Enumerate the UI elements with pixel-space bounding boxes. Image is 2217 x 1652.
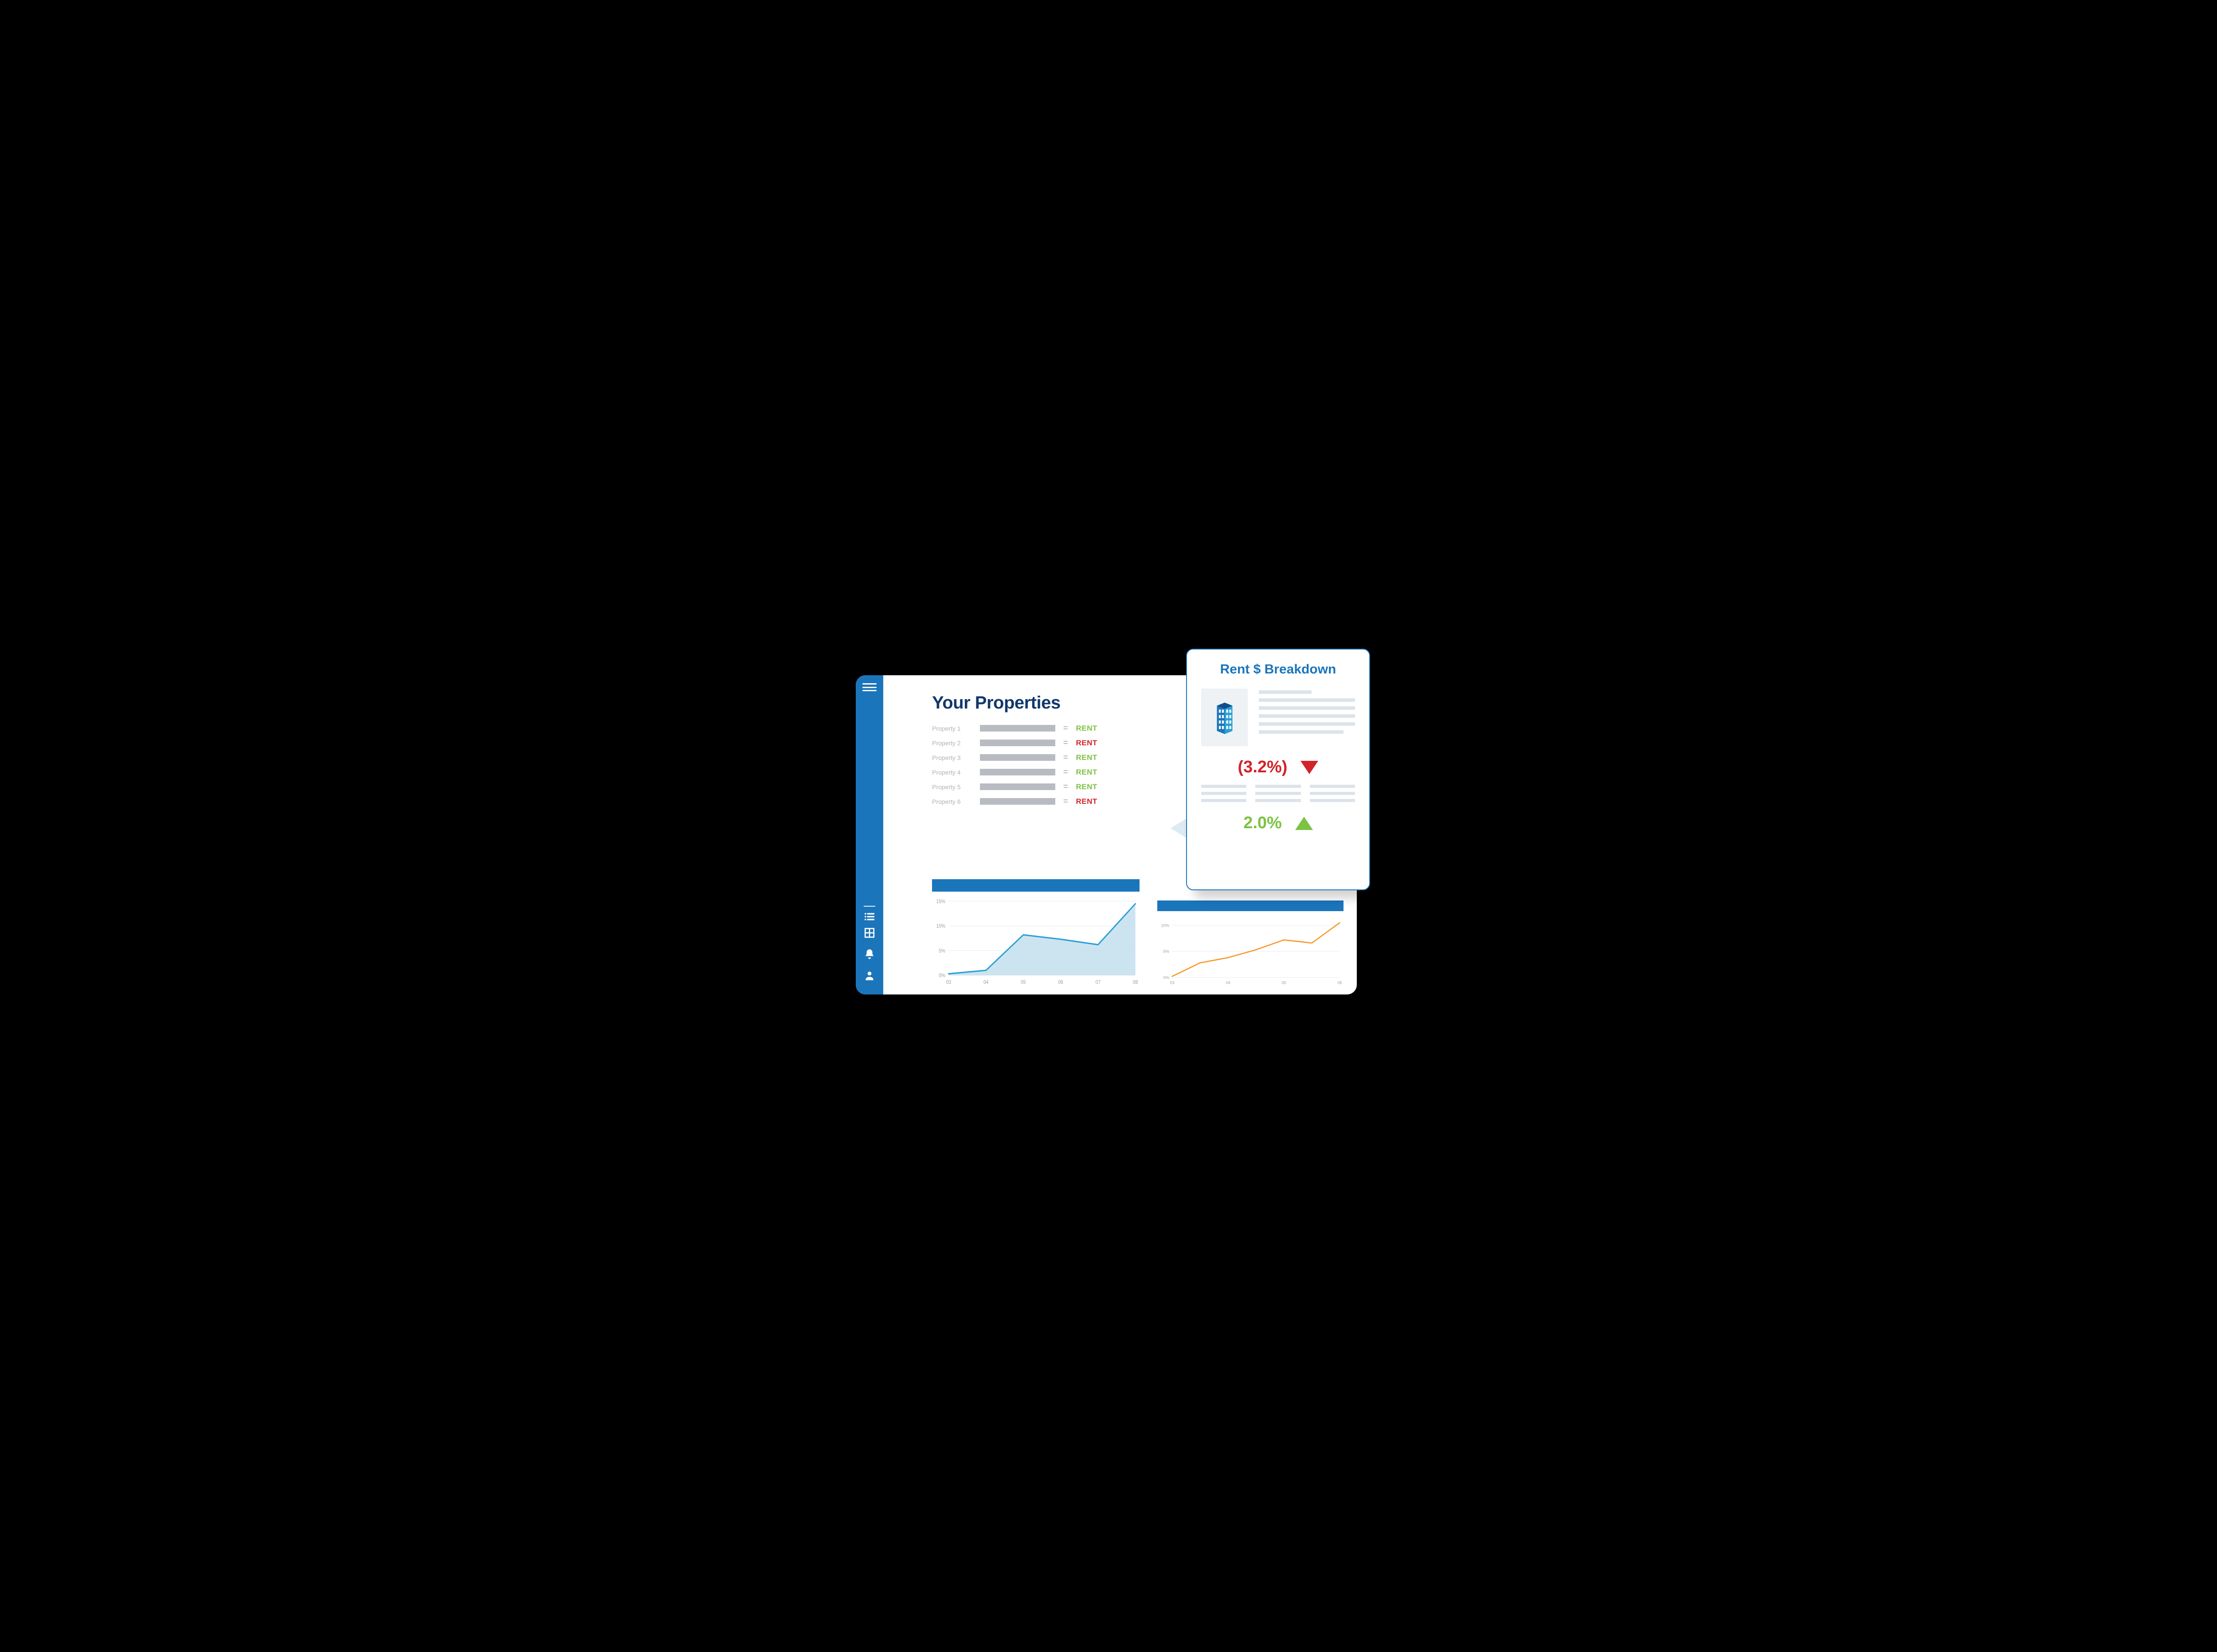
placeholder-line xyxy=(1259,714,1355,718)
placeholder-line xyxy=(1255,792,1300,795)
sidebar xyxy=(856,675,883,994)
chart-1-body: 0% 5% 10% 15% 03 04 05 06 07 08 xyxy=(932,892,1140,986)
placeholder-line xyxy=(1201,785,1246,788)
equals-icon: = xyxy=(1063,782,1068,791)
property-label: Property 3 xyxy=(932,754,972,761)
placeholder-line xyxy=(1259,706,1355,710)
property-rent-value: RENT xyxy=(1076,753,1097,762)
rent-breakdown-card: Rent $ Breakdown xyxy=(1186,649,1370,890)
chart-1: 0% 5% 10% 15% 03 04 05 06 07 08 xyxy=(932,879,1140,986)
equals-icon: = xyxy=(1063,738,1068,748)
svg-text:05: 05 xyxy=(1021,979,1026,985)
svg-text:10%: 10% xyxy=(1161,923,1169,928)
breakdown-col xyxy=(1310,785,1355,802)
equals-icon: = xyxy=(1063,767,1068,777)
placeholder-line xyxy=(1201,799,1246,802)
equals-icon: = xyxy=(1063,724,1068,733)
placeholder-line xyxy=(1259,698,1355,702)
user-icon[interactable] xyxy=(864,970,875,981)
metric-2-value: 2.0% xyxy=(1243,814,1282,833)
breakdown-metric-2: 2.0% xyxy=(1201,814,1355,833)
chart-2-header xyxy=(1157,900,1344,911)
list-icon[interactable] xyxy=(864,906,875,917)
chart-2-body: 0% 5% 10% 03 04 05 06 xyxy=(1157,911,1344,986)
breakdown-columns xyxy=(1201,785,1355,802)
property-rent-value: RENT xyxy=(1076,724,1097,733)
property-rent-value: RENT xyxy=(1076,739,1097,748)
property-bar xyxy=(980,769,1055,775)
sidebar-bottom xyxy=(864,906,875,981)
chart-1-header xyxy=(932,879,1140,892)
property-label: Property 1 xyxy=(932,725,972,732)
svg-text:07: 07 xyxy=(1096,979,1101,985)
svg-text:05: 05 xyxy=(1281,981,1286,985)
property-bar xyxy=(980,754,1055,761)
svg-text:15%: 15% xyxy=(936,899,945,904)
property-bar xyxy=(980,783,1055,790)
property-bar xyxy=(980,740,1055,746)
placeholder-line xyxy=(1310,799,1355,802)
svg-text:06: 06 xyxy=(1058,979,1063,985)
chart-1-svg: 0% 5% 10% 15% 03 04 05 06 07 08 xyxy=(932,892,1140,986)
grid-icon[interactable] xyxy=(864,927,875,939)
metric-1-value: (3.2%) xyxy=(1238,758,1288,777)
placeholder-line xyxy=(1259,722,1355,726)
chart-2: 0% 5% 10% 03 04 05 06 xyxy=(1157,900,1344,986)
property-label: Property 6 xyxy=(932,798,972,805)
svg-text:10%: 10% xyxy=(936,924,945,929)
property-bar xyxy=(980,725,1055,732)
breakdown-top-row xyxy=(1201,689,1355,746)
svg-text:04: 04 xyxy=(983,979,988,985)
svg-text:5%: 5% xyxy=(1163,949,1169,954)
building-icon xyxy=(1201,689,1248,746)
placeholder-line xyxy=(1255,799,1300,802)
breakdown-col xyxy=(1255,785,1300,802)
triangle-down-icon xyxy=(1300,761,1318,774)
placeholder-line xyxy=(1201,792,1246,795)
svg-text:5%: 5% xyxy=(939,948,945,954)
charts-row: 0% 5% 10% 15% 03 04 05 06 07 08 0% 5% 10% 03 04 05 06 xyxy=(932,879,1344,986)
menu-icon[interactable] xyxy=(862,683,877,691)
property-label: Property 2 xyxy=(932,740,972,747)
svg-text:0%: 0% xyxy=(939,973,945,979)
breakdown-title: Rent $ Breakdown xyxy=(1201,662,1355,677)
property-bar xyxy=(980,798,1055,805)
property-rent-value: RENT xyxy=(1076,797,1097,806)
placeholder-line xyxy=(1310,792,1355,795)
property-label: Property 5 xyxy=(932,783,972,791)
svg-text:03: 03 xyxy=(1170,981,1174,985)
svg-text:04: 04 xyxy=(1226,981,1230,985)
placeholder-line xyxy=(1259,690,1312,694)
triangle-up-icon xyxy=(1295,817,1313,830)
property-rent-value: RENT xyxy=(1076,783,1097,791)
placeholder-line xyxy=(1255,785,1300,788)
breakdown-text-lines xyxy=(1259,689,1355,746)
property-label: Property 4 xyxy=(932,769,972,776)
placeholder-line xyxy=(1259,730,1344,734)
svg-text:03: 03 xyxy=(946,979,951,985)
stage: Your Properties Property 1=RENTProperty … xyxy=(807,635,1410,1017)
equals-icon: = xyxy=(1063,797,1068,806)
breakdown-col xyxy=(1201,785,1246,802)
svg-text:08: 08 xyxy=(1133,979,1138,985)
bell-icon[interactable] xyxy=(864,948,875,960)
chart-2-svg: 0% 5% 10% 03 04 05 06 xyxy=(1157,911,1344,986)
svg-text:0%: 0% xyxy=(1163,975,1169,980)
svg-text:06: 06 xyxy=(1337,981,1342,985)
equals-icon: = xyxy=(1063,753,1068,762)
property-rent-value: RENT xyxy=(1076,768,1097,777)
breakdown-metric-1: (3.2%) xyxy=(1201,758,1355,777)
placeholder-line xyxy=(1310,785,1355,788)
